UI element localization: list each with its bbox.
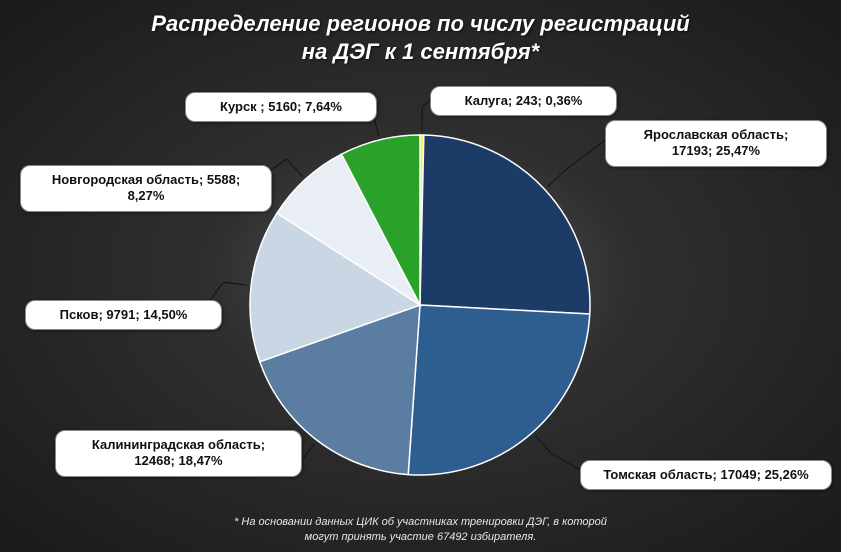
slice-label: Калининградская область; 12468; 18,47% <box>55 430 302 477</box>
chart-title: Распределение регионов по числу регистра… <box>0 10 841 65</box>
pie-slice <box>420 135 590 314</box>
slice-label: Калуга; 243; 0,36% <box>430 86 617 116</box>
slice-label: Псков; 9791; 14,50% <box>25 300 222 330</box>
pie-slice <box>408 305 590 475</box>
chart-canvas: Распределение регионов по числу регистра… <box>0 0 841 552</box>
slice-label: Ярославская область; 17193; 25,47% <box>605 120 827 167</box>
pie-chart <box>248 133 592 477</box>
slice-label: Томская область; 17049; 25,26% <box>580 460 832 490</box>
chart-footnote: * На основании данных ЦИК об участниках … <box>0 515 841 544</box>
slice-label: Курск ; 5160; 7,64% <box>185 92 377 122</box>
slice-label: Новгородская область; 5588; 8,27% <box>20 165 272 212</box>
